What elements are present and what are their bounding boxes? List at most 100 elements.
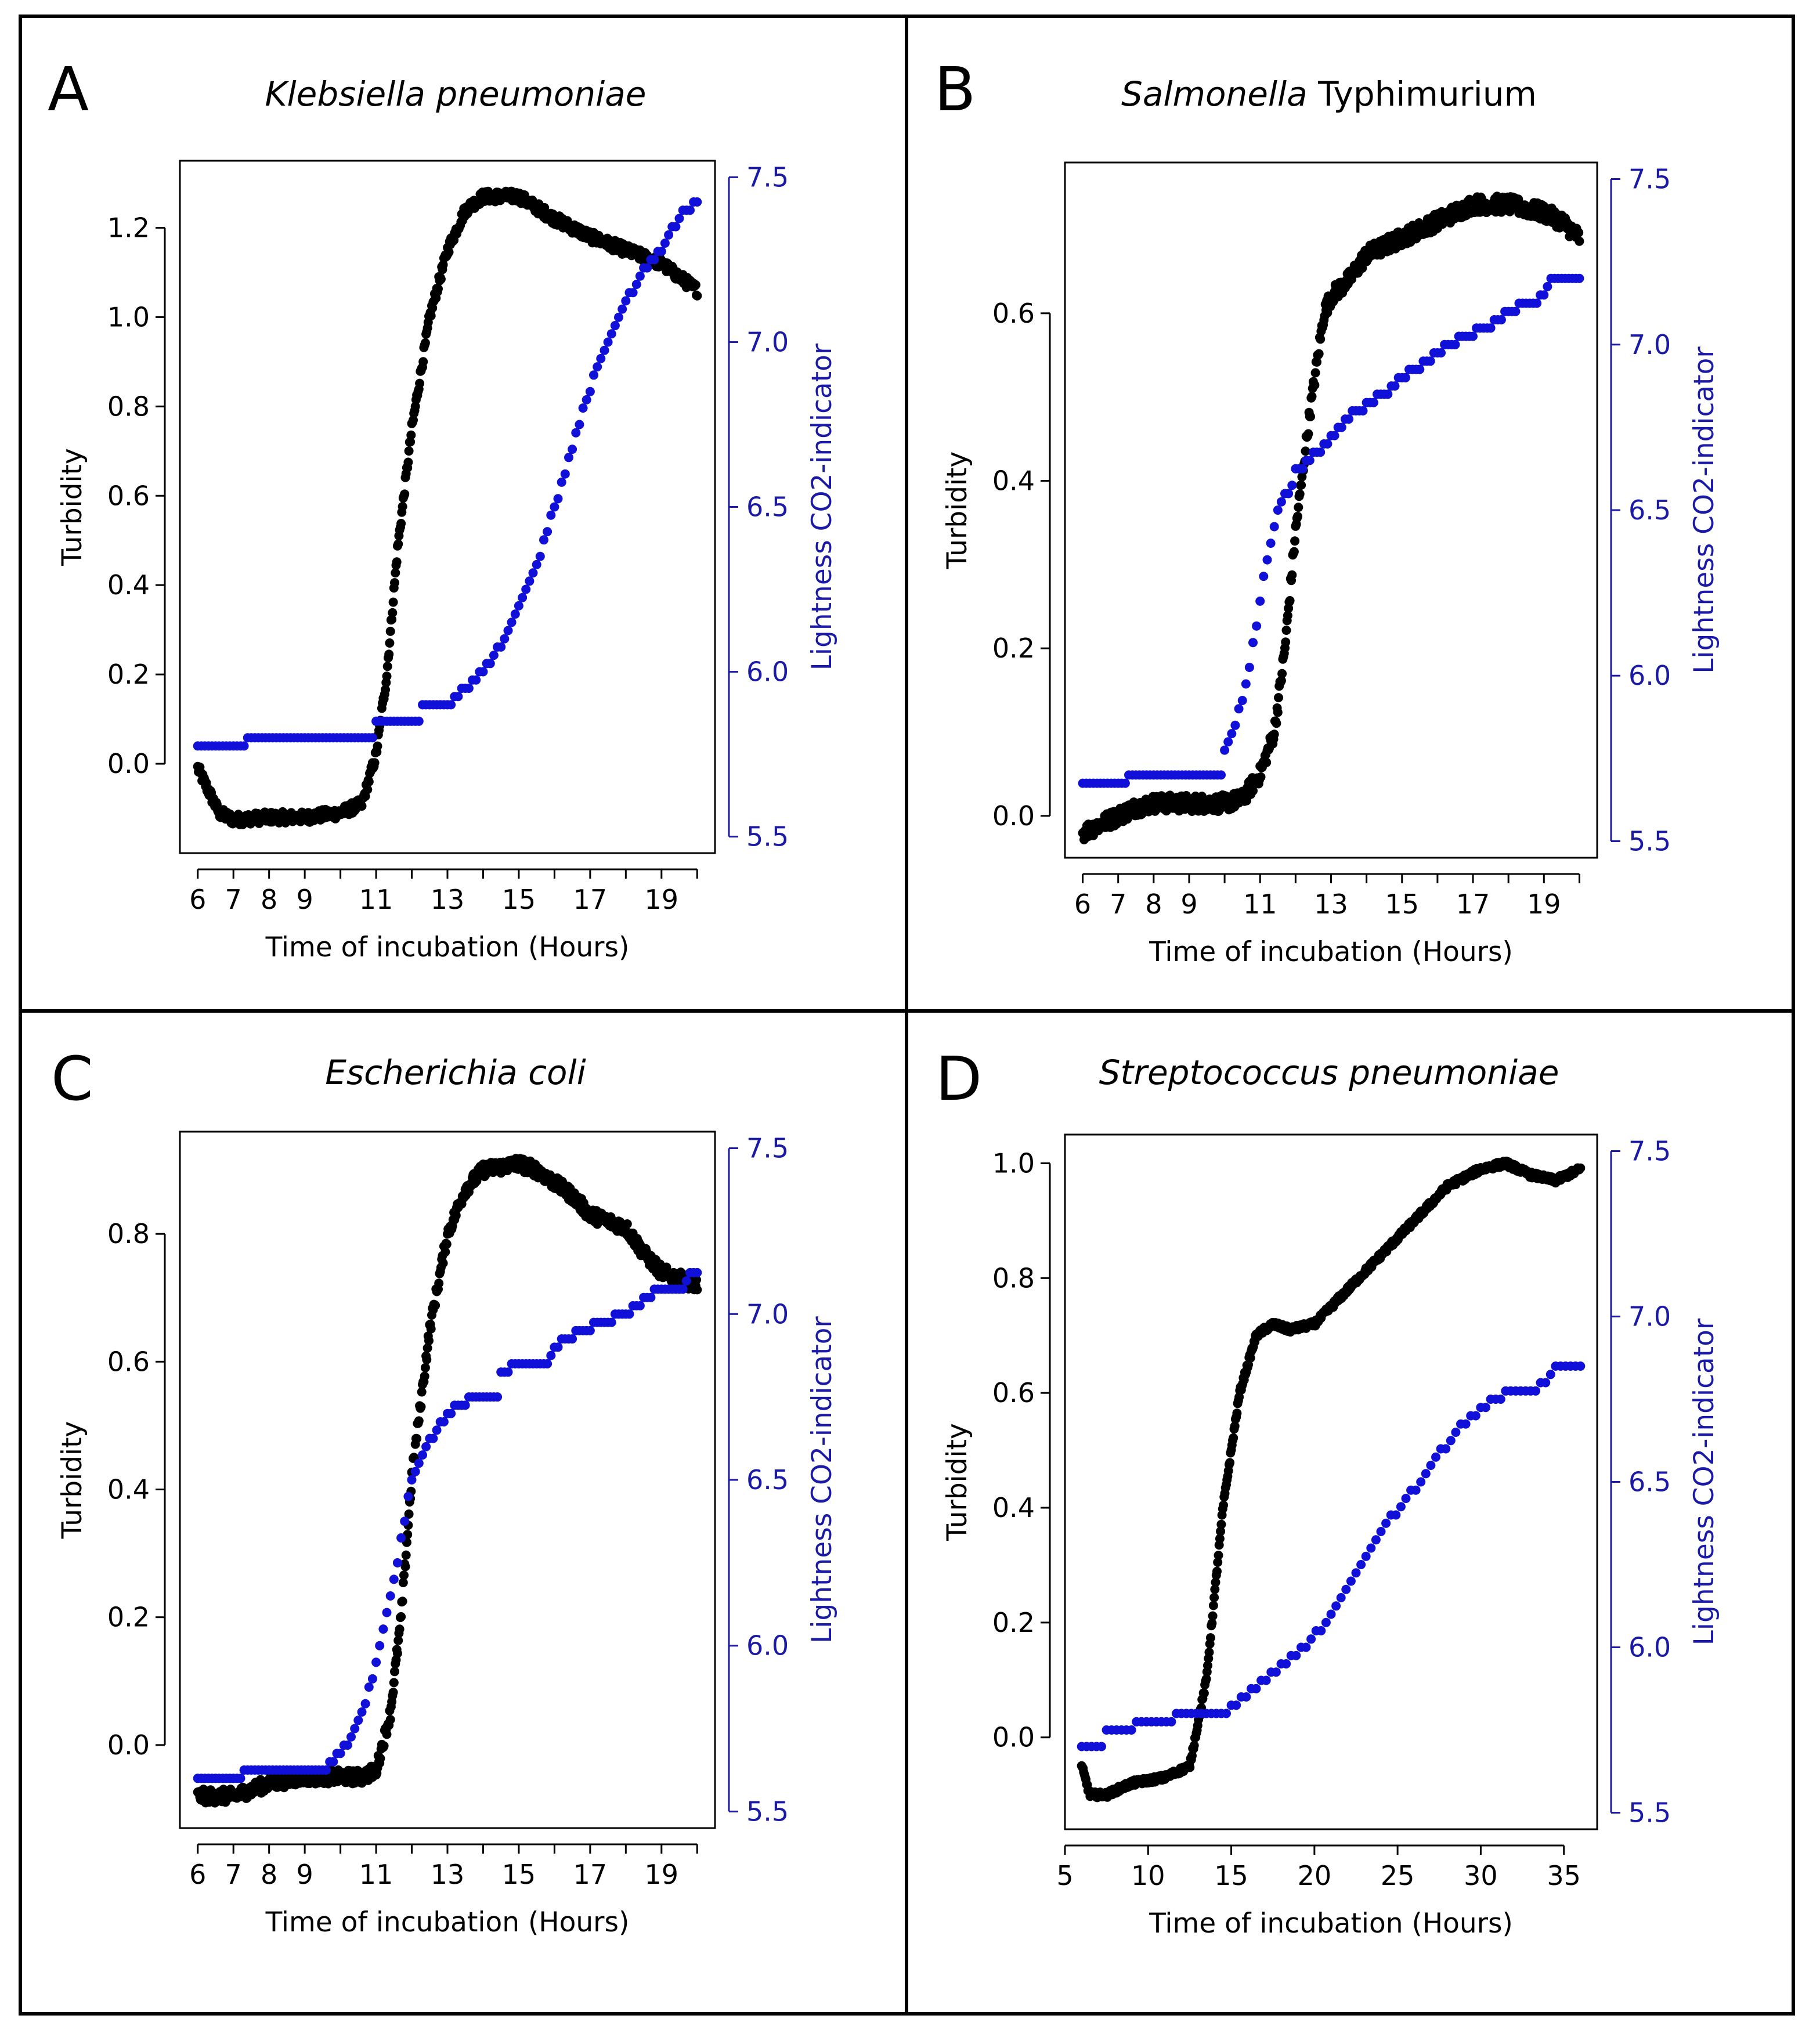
panel-title-d: Streptococcus pneumoniae — [1099, 1053, 1559, 1092]
turbidity-point — [1213, 1558, 1223, 1567]
lightness-point — [600, 345, 609, 355]
turbidity-point — [1277, 669, 1287, 678]
lightness-point — [631, 280, 641, 289]
lightness-point — [1411, 1485, 1421, 1495]
turbidity-point — [373, 741, 382, 751]
lightness-point — [410, 1467, 420, 1476]
lightness-point — [1298, 464, 1308, 474]
turbidity-point — [392, 1649, 402, 1658]
turbidity-point — [1574, 227, 1584, 237]
x-tick-label: 30 — [1464, 1860, 1498, 1891]
turbidity-point — [395, 1624, 405, 1634]
x-tick-label: 19 — [645, 884, 679, 915]
lightness-point — [1383, 389, 1393, 399]
y2-tick-label: 7.5 — [1628, 164, 1671, 195]
x-tick-label: 8 — [261, 1859, 277, 1890]
lightness-point — [1330, 431, 1339, 440]
turbidity-point — [382, 662, 392, 671]
lightness-point — [560, 469, 570, 479]
lightness-point — [1486, 323, 1496, 333]
lightness-point — [350, 1724, 360, 1733]
y-tick-label: 0.4 — [992, 1492, 1035, 1523]
y-tick-label: 0.0 — [992, 1722, 1035, 1753]
lightness-point — [525, 576, 535, 586]
lightness-point — [1281, 1659, 1291, 1668]
panel-letter-c: C — [51, 1043, 93, 1114]
y-tick-label: 0.6 — [107, 1346, 150, 1377]
lightness-point — [1400, 373, 1410, 382]
x-tick-label: 15 — [1214, 1860, 1248, 1891]
lightness-point — [485, 659, 495, 669]
lightness-point — [1223, 737, 1233, 747]
lightness-point — [532, 559, 541, 569]
turbidity-point — [398, 501, 407, 511]
lightness-point — [618, 304, 627, 314]
lightness-point — [1471, 1411, 1480, 1421]
lightness-point — [367, 1674, 377, 1684]
x-tick-label: 8 — [261, 884, 277, 915]
turbidity-point — [1316, 334, 1326, 344]
title-part: Escherichia coli — [325, 1053, 586, 1092]
turbidity-point — [420, 1363, 430, 1373]
lightness-point — [1251, 1684, 1261, 1693]
lightness-point — [403, 1491, 413, 1501]
turbidity-point — [692, 291, 702, 301]
lightness-point — [610, 321, 620, 330]
lightness-point — [1366, 1543, 1376, 1553]
lightness-point — [1391, 1510, 1401, 1520]
x-tick-label: 5 — [1056, 1860, 1073, 1891]
lightness-point — [493, 1392, 503, 1402]
lightness-point — [571, 428, 581, 438]
turbidity-series — [193, 186, 702, 829]
lightness-point — [1337, 422, 1346, 432]
turbidity-point — [375, 1754, 385, 1763]
lightness-point — [642, 263, 652, 273]
panel-d: D Streptococcus pneumoniae 5 10 15 20 25 30 35… — [936, 1043, 1720, 1940]
lightness-point — [543, 1359, 552, 1368]
lightness-point — [603, 337, 613, 347]
x-tick-label: 19 — [1527, 889, 1561, 920]
y2-tick-label: 5.5 — [746, 821, 789, 853]
lightness-point — [635, 271, 645, 281]
x-tick-label: 17 — [1456, 889, 1490, 920]
turbidity-point — [418, 357, 428, 367]
turbidity-point — [1269, 729, 1279, 739]
lightness-point — [353, 1715, 363, 1725]
title-part: Streptococcus pneumoniae — [1099, 1053, 1559, 1092]
lightness-point — [464, 684, 474, 693]
lightness-point — [453, 692, 463, 702]
turbidity-point — [1357, 263, 1367, 273]
x-tick-label: 10 — [1131, 1860, 1165, 1891]
lightness-point — [1415, 364, 1425, 374]
x-tick-label: 35 — [1547, 1860, 1581, 1891]
x-tick-label: 6 — [189, 1859, 206, 1890]
y2-tick-label: 6.5 — [746, 1464, 789, 1496]
panel-letter-d: D — [936, 1043, 982, 1114]
lightness-point — [500, 634, 510, 644]
lightness-series — [193, 1267, 702, 1783]
lightness-point — [1273, 505, 1283, 515]
plot-frame — [1064, 1133, 1598, 1830]
panel-letter-b: B — [934, 54, 976, 125]
y2-tick-label: 7.5 — [1628, 1136, 1671, 1167]
turbidity-point — [400, 1562, 410, 1572]
turbidity-point — [692, 1275, 701, 1285]
title-part: Klebsiella pneumoniae — [265, 74, 647, 114]
turbidity-point — [1216, 1526, 1226, 1536]
turbidity-point — [1281, 626, 1291, 635]
lightness-point — [606, 1317, 616, 1327]
turbidity-point — [393, 1635, 403, 1645]
turbidity-point — [363, 785, 373, 794]
turbidity-point — [1203, 1660, 1212, 1670]
turbidity-point — [1576, 1163, 1586, 1173]
turbidity-point — [1256, 772, 1266, 782]
turbidity-point — [404, 446, 414, 456]
turbidity-point — [1297, 480, 1306, 490]
lightness-point — [678, 1284, 688, 1294]
turbidity-point — [1312, 357, 1321, 367]
lightness-point — [575, 420, 584, 429]
lightness-point — [1316, 1626, 1326, 1635]
lightness-point — [1321, 1617, 1331, 1627]
lightness-point — [1234, 704, 1244, 714]
lightness-point — [428, 1433, 438, 1443]
